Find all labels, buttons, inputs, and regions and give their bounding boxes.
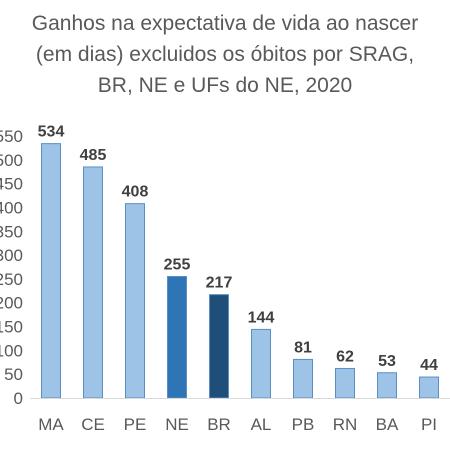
chart-title-line-2: (em dias) excluidos os óbitos por SRAG, [35,43,415,66]
x-tick-label-ma: MA [38,415,64,434]
data-label-pe: 408 [122,184,149,201]
bar-br [209,294,229,399]
x-tick-label-pe: PE [124,415,147,434]
y-tick-label: 550 [0,127,23,146]
y-tick-label: 350 [0,222,23,241]
y-tick-label: 150 [0,318,23,337]
data-label-ma: 534 [38,124,65,141]
chart-title-line-1: Ganhos na expectativa de vida ao nascer [31,12,419,35]
x-tick-label-rn: RN [333,415,358,434]
data-label-al: 144 [248,309,275,326]
bar-ba [377,372,397,399]
data-label-ba: 53 [378,353,396,370]
x-tick-label-pb: PB [292,415,315,434]
y-tick-label: 50 [4,365,23,384]
x-tick-label-al: AL [251,415,272,434]
y-tick-label: 200 [0,294,23,313]
y-tick-label: 100 [0,341,23,360]
data-label-ce: 485 [80,147,107,164]
data-label-pi: 44 [420,357,438,374]
bar-ce [83,166,103,399]
x-axis: MA CE PE NE BR AL PB RN BA PI [30,398,450,434]
bar-pe [125,203,145,399]
x-tick-label-pi: PI [421,415,437,434]
x-tick-label-ce: CE [81,415,105,434]
x-tick-label-ne: NE [165,415,189,434]
y-tick-label: 250 [0,270,23,289]
x-tick-label-ba: BA [376,415,399,434]
y-tick-label: 400 [0,198,23,217]
bar-rn [335,367,355,399]
data-label-ne: 255 [164,257,191,274]
data-label-rn: 62 [336,348,354,365]
bar-al [251,328,271,399]
bar-pb [293,358,313,399]
data-labels: 534 485 408 255 217 144 81 62 53 44 [38,124,438,374]
y-axis: 0 50 100 150 200 250 300 350 400 450 500 550 [0,127,23,408]
y-tick-label: 300 [0,246,23,265]
y-tick-label: 500 [0,151,23,170]
data-label-pb: 81 [294,339,312,356]
y-tick-label: 450 [0,175,23,194]
data-label-br: 217 [206,275,233,292]
chart-title: Ganhos na expectativa de vida ao nascer … [0,8,450,101]
bar-ma [41,143,61,399]
bar-ne [167,276,187,399]
y-tick-label: 0 [14,389,23,408]
chart-title-line-3: BR, NE e UFs do NE, 2020 [97,74,353,97]
bar-pi [419,376,439,399]
x-tick-label-br: BR [207,415,231,434]
